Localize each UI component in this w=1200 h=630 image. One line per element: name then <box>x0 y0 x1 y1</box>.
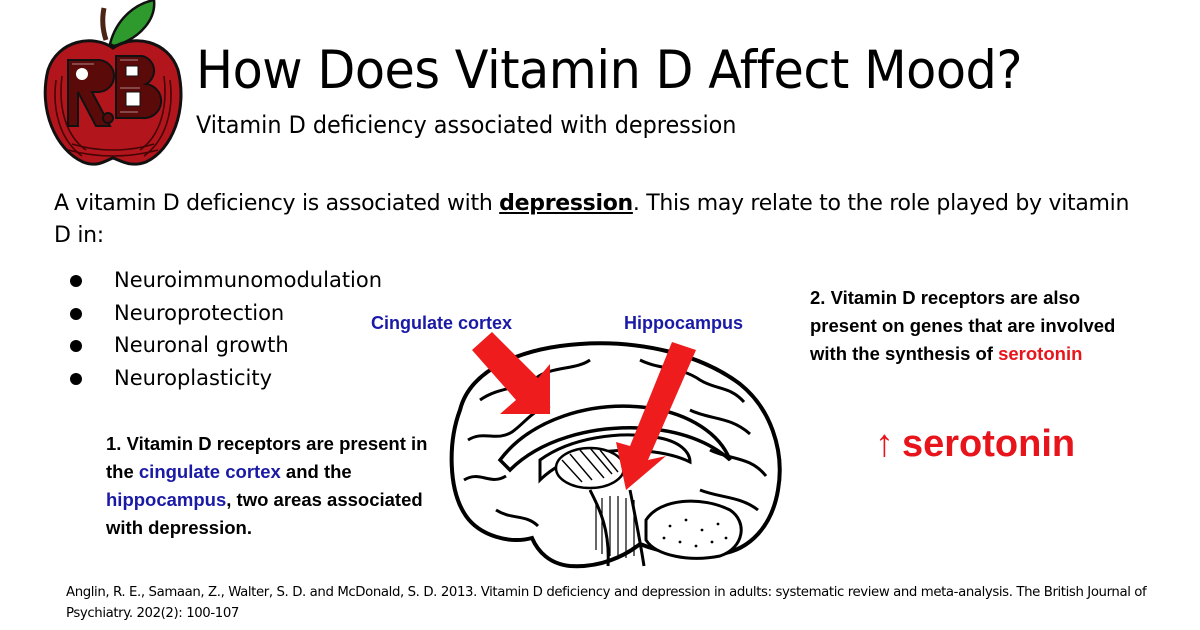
note-serotonin-genes: 2. Vitamin D receptors are also present … <box>810 284 1130 368</box>
intro-text-cont: . This may relate to the role played by … <box>54 191 1130 248</box>
list-item: Neuroimmunomodulation <box>70 264 382 297</box>
roles-list: Neuroimmunomodulation Neuroprotection Ne… <box>70 264 382 394</box>
serotonin-callout: ↑ serotonin <box>875 420 1075 468</box>
hippocampus-label: Hippocampus <box>624 313 744 333</box>
page-subtitle: Vitamin D deficiency associated with dep… <box>196 111 737 139</box>
note1-highlight-cingulate: cingulate cortex <box>138 461 281 482</box>
list-item: Neuroprotection <box>70 297 382 330</box>
note-cingulate-hippocampus: 1. Vitamin D receptors are present in th… <box>106 430 446 542</box>
intro-paragraph: A vitamin D deficiency is associated wit… <box>54 188 1144 252</box>
note1-text: and the <box>280 461 352 482</box>
bullet-icon <box>70 340 82 352</box>
note2-text: 2. Vitamin D receptors are also present … <box>810 287 1116 364</box>
note1-text: 1. Vitamin D receptors are present in th… <box>106 433 428 482</box>
list-item-label: Neuronal growth <box>114 333 289 357</box>
arrow-up-icon: ↑ <box>875 423 894 465</box>
bullet-icon <box>70 372 82 385</box>
list-item: Neuroplasticity <box>70 362 382 395</box>
note2-highlight-serotonin: serotonin <box>998 343 1083 364</box>
list-item-label: Neuroprotection <box>114 300 285 325</box>
citation: Anglin, R. E., Samaan, Z., Walter, S. D.… <box>66 585 1147 621</box>
cingulate-cortex-label: Cingulate cortex <box>371 313 513 333</box>
serotonin-label: serotonin <box>902 423 1076 465</box>
note1-text: , two areas associated with depression. <box>106 489 423 538</box>
brain-sagittal-icon <box>440 330 790 580</box>
page-title: How Does Vitamin D Affect Mood? <box>196 40 1023 101</box>
list-item-label: Neuroplasticity <box>114 365 273 390</box>
list-item-label: Neuroimmunomodulation <box>114 268 383 292</box>
intro-text: A vitamin D deficiency is associated wit… <box>54 191 500 216</box>
bullet-icon <box>70 307 82 320</box>
intro-keyword: depression <box>499 191 633 216</box>
note1-highlight-hippocampus: hippocampus <box>106 489 227 510</box>
list-item: Neuronal growth <box>70 329 382 362</box>
apple-logo-icon <box>38 0 188 170</box>
bullet-icon <box>70 275 82 287</box>
